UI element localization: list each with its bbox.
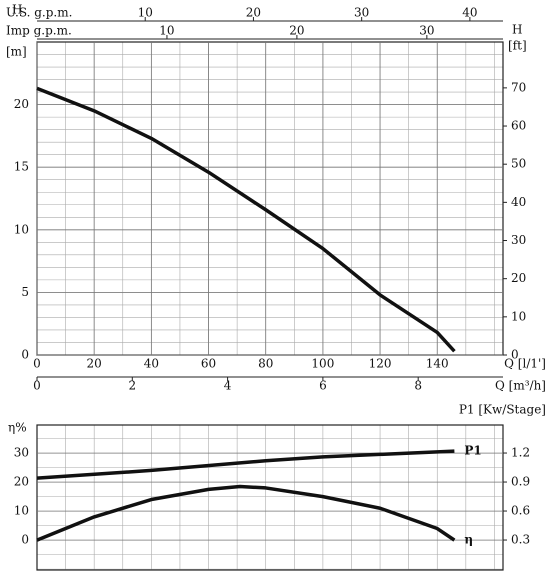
y2-tick-label: 10 [511, 309, 526, 323]
x-tick-label: 0 [33, 379, 41, 393]
x-tick-label: 60 [201, 357, 216, 371]
x-tick-label: 8 [414, 379, 422, 393]
curve [36, 484, 456, 542]
series-label: P1 [464, 444, 481, 458]
x-axis-label: Q [l/1'] [504, 357, 546, 371]
x-axis-label: Q [m³/h] [495, 379, 546, 393]
x-tick-label: 6 [319, 379, 327, 393]
y-unit: [m] [6, 45, 27, 59]
y2-tick-label: 60 [511, 119, 526, 133]
y-axis-label: η% [8, 421, 27, 435]
y-tick-label: 10 [14, 222, 29, 236]
y2-tick-label: 70 [511, 80, 526, 94]
y2-tick-label: 1.2 [511, 446, 530, 460]
series-label: η [464, 533, 473, 547]
y-tick-label: 5 [21, 285, 29, 299]
x-tick-label: 20 [289, 24, 304, 38]
x-tick-label: 80 [258, 357, 273, 371]
x-tick-label: 10 [138, 6, 153, 20]
y2-tick-label: 30 [511, 233, 526, 247]
x-axis-label: U.S. g.p.m. [6, 6, 72, 20]
x-tick-label: 2 [128, 379, 136, 393]
x-tick-label: 40 [144, 357, 159, 371]
y-axis-label: H [12, 3, 22, 17]
x-tick-label: 20 [246, 6, 261, 20]
x-tick-label: 30 [354, 6, 369, 20]
x-tick-label: 120 [369, 357, 392, 371]
y-tick-label: 20 [14, 97, 29, 111]
y-tick-label: 0 [21, 533, 29, 547]
y2-axis-label: H [512, 23, 522, 37]
x-tick-label: 10 [159, 24, 174, 38]
y2-unit: [ft] [508, 39, 527, 53]
x-tick-label: 20 [87, 357, 102, 371]
y-tick-label: 20 [14, 475, 29, 489]
y-tick-label: 10 [14, 504, 29, 518]
y2-tick-label: 20 [511, 271, 526, 285]
plot-frame [36, 41, 504, 356]
y2-tick-label: 0.9 [511, 475, 530, 489]
y-tick-label: 30 [14, 446, 29, 460]
curve [36, 86, 456, 353]
x-tick-label: 30 [419, 24, 434, 38]
x-tick-label: 40 [462, 6, 477, 20]
x-tick-label: 140 [426, 357, 449, 371]
x-axis-label: Imp g.p.m. [6, 24, 72, 38]
y2-tick-label: 0 [511, 348, 519, 362]
y-tick-label: 0 [21, 348, 29, 362]
y2-tick-label: 0.6 [511, 504, 530, 518]
x-tick-label: 100 [311, 357, 334, 371]
y2-tick-label: 50 [511, 157, 526, 171]
plot-frame [36, 424, 504, 571]
y-tick-label: 15 [14, 160, 29, 174]
y2-tick-label: 0.3 [511, 533, 530, 547]
x-tick-label: 0 [33, 357, 41, 371]
y2-axis-label: P1 [Kw/Stage] [459, 403, 546, 417]
y2-tick-label: 40 [511, 195, 526, 209]
curve [36, 449, 455, 480]
x-tick-label: 4 [224, 379, 232, 393]
